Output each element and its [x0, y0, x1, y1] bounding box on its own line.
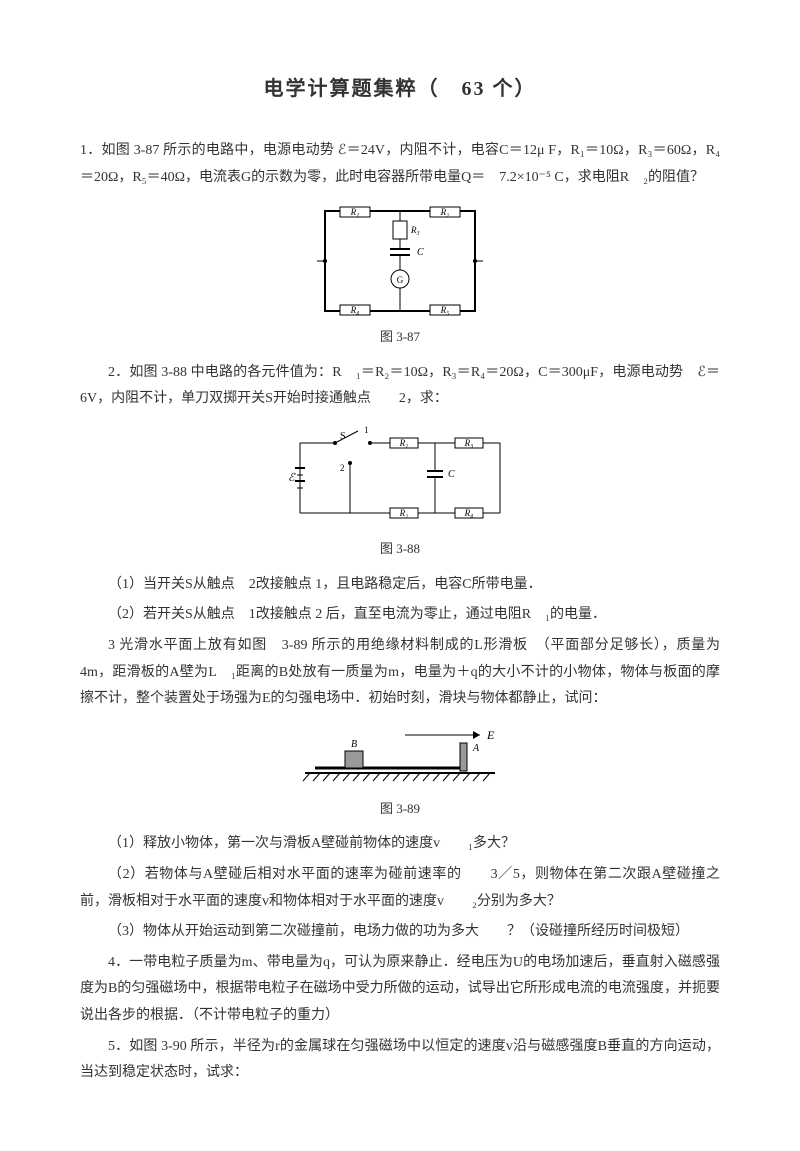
problem-3-sub2: （2）若物体与A壁碰后相对水平面的速率为碰前速率的 3／5，则物体在第二次跟A壁… — [80, 862, 720, 915]
problem-2-sub1: （1）当开关S从触点 2改接触点 1，且电路稳定后，电容C所带电量． — [80, 572, 720, 599]
svg-text:R₃: R₃ — [464, 438, 474, 448]
problem-2: 2．如图 3-88 中电路的各元件值为：R ₁＝R₂＝10Ω，R₃＝R₄＝20Ω… — [80, 360, 720, 413]
figure-3-87-caption: 图 3-87 — [80, 325, 720, 350]
svg-text:E: E — [486, 728, 495, 742]
svg-text:R₅: R₅ — [440, 305, 450, 315]
figure-3-89-caption: 图 3-89 — [80, 797, 720, 822]
problem-4: 4．一带电粒子质量为m、带电量为q，可认为原来静止．经电压为U的电场加速后，垂直… — [80, 950, 720, 1030]
problem-3-sub1: （1）释放小物体，第一次与滑板A壁碰前物体的速度v ₁多大？ — [80, 831, 720, 858]
svg-text:C: C — [448, 469, 455, 480]
figure-3-87: R₁ R₂ R₃ C G R₄ R₅ — [80, 201, 720, 321]
svg-text:2: 2 — [340, 463, 345, 473]
problem-5: 5．如图 3-90 所示，半径为r的金属球在匀强磁场中以恒定的速度v沿与磁感强度… — [80, 1034, 720, 1087]
figure-3-88: ℰ 1 2 S R₁ R₃ C R₂ R₄ — [80, 423, 720, 533]
problem-3: 3 光滑水平面上放有如图 3-89 所示的用绝缘材料制成的L形滑板 （平面部分足… — [80, 633, 720, 713]
svg-text:G: G — [397, 275, 404, 285]
svg-text:R₁: R₁ — [350, 207, 360, 217]
svg-text:R₂: R₂ — [399, 508, 409, 518]
svg-text:C: C — [417, 247, 424, 258]
svg-text:R₄: R₄ — [350, 305, 360, 315]
page-title: 电学计算题集粹（ 63 个） — [80, 70, 720, 108]
svg-text:R₁: R₁ — [399, 438, 409, 448]
figure-3-89: B A E — [80, 723, 720, 793]
svg-text:R₃: R₃ — [410, 225, 420, 235]
figure-3-88-caption: 图 3-88 — [80, 537, 720, 562]
svg-text:1: 1 — [364, 425, 369, 435]
problem-1: 1．如图 3-87 所示的电路中，电源电动势 ℰ＝24V，内阻不计，电容C＝12… — [80, 138, 720, 191]
svg-text:S: S — [340, 431, 346, 442]
problem-2-sub2: （2）若开关S从触点 1改接触点 2 后，直至电流为零止，通过电阻R ₁的电量． — [80, 602, 720, 629]
problem-3-sub3: （3）物体从开始运动到第二次碰撞前，电场力做的功为多大 ？（设碰撞所经历时间极短… — [80, 919, 720, 946]
svg-text:A: A — [472, 743, 480, 754]
svg-text:R₄: R₄ — [464, 508, 474, 518]
svg-text:B: B — [351, 739, 357, 750]
svg-text:ℰ: ℰ — [288, 472, 296, 484]
svg-text:R₂: R₂ — [440, 207, 450, 217]
